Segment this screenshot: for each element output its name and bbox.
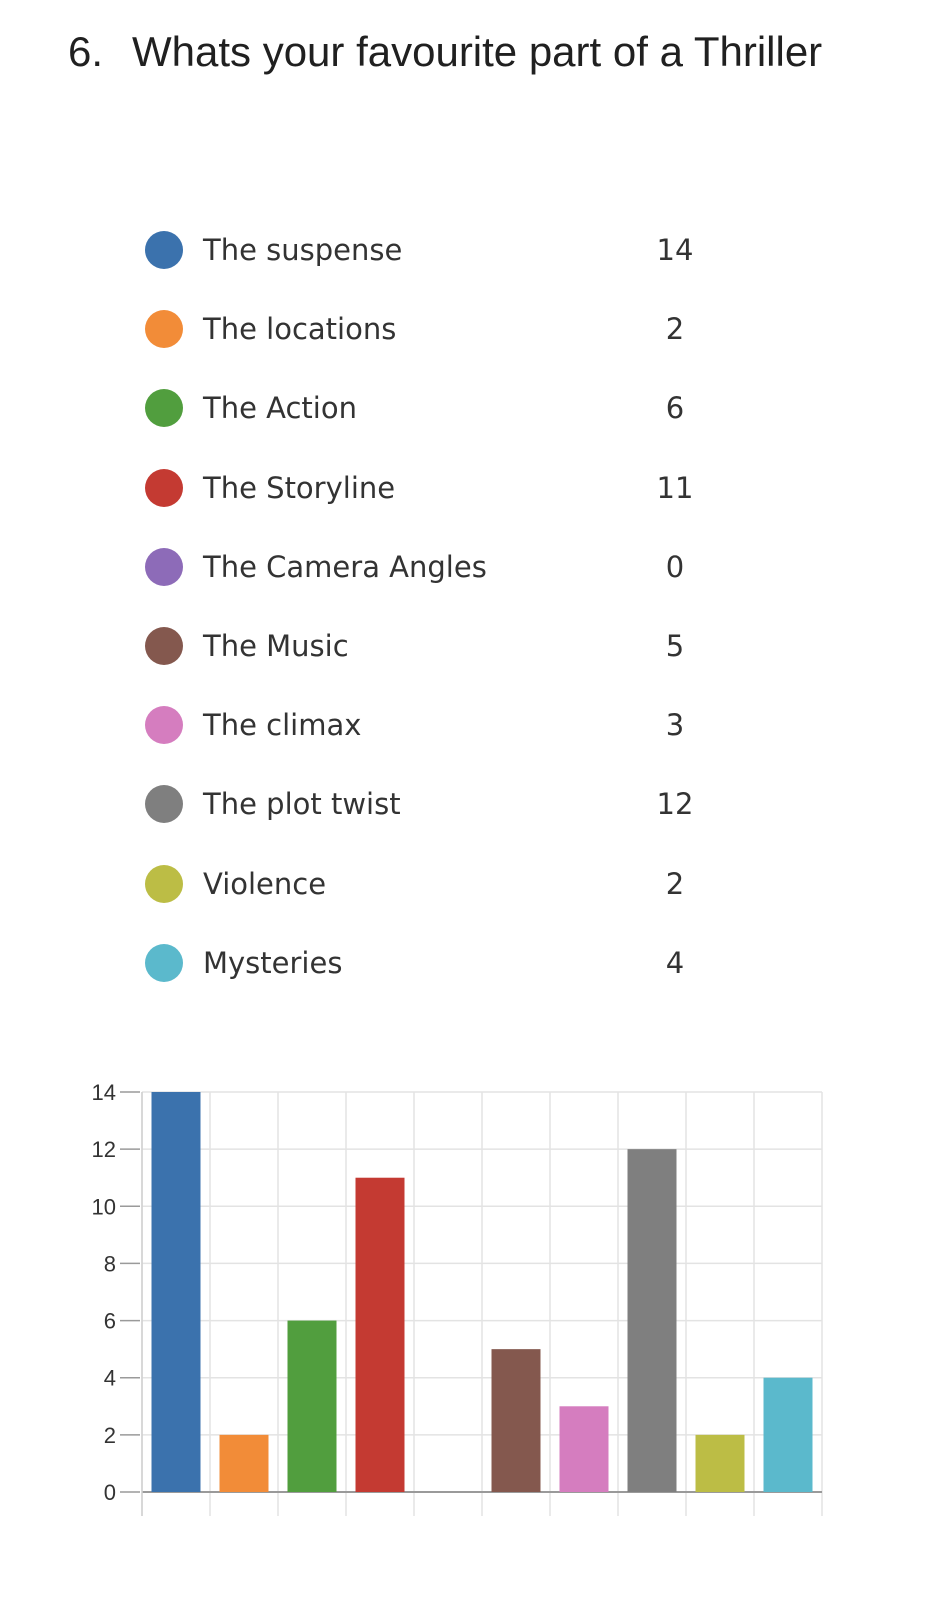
legend-count: 2 <box>665 866 685 901</box>
legend-swatch <box>145 310 183 349</box>
legend-swatch <box>145 389 183 428</box>
legend-item: Violence 2 <box>145 846 745 925</box>
y-tick-label: 10 <box>92 1194 116 1219</box>
bar <box>627 1149 677 1492</box>
legend-item: The plot twist 12 <box>145 766 745 845</box>
legend-count: 11 <box>656 470 694 505</box>
legend-swatch <box>145 785 183 824</box>
legend-item: The locations 2 <box>145 291 745 370</box>
legend-count: 5 <box>665 628 685 663</box>
legend-count: 0 <box>665 549 685 584</box>
legend-item: The Action 6 <box>145 370 745 449</box>
legend-label: The Action <box>203 391 357 426</box>
legend-item: Mysteries 4 <box>145 925 745 1004</box>
legend-label: The climax <box>203 708 362 743</box>
legend-label: Mysteries <box>203 945 343 980</box>
legend-label: The suspense <box>203 233 403 267</box>
y-tick-label: 6 <box>104 1309 116 1334</box>
y-tick-label: 8 <box>104 1251 116 1276</box>
bar <box>559 1406 609 1492</box>
bar <box>151 1092 201 1492</box>
legend-item: The Camera Angles 0 <box>145 529 745 608</box>
legend-count: 6 <box>665 391 685 426</box>
question-title: Whats your favourite part of a Thriller <box>132 28 823 75</box>
bar <box>763 1377 813 1492</box>
y-tick-label: 0 <box>104 1480 116 1505</box>
bar <box>219 1434 269 1492</box>
legend-label: The locations <box>203 312 397 347</box>
legend-label: The Music <box>203 628 349 663</box>
legend-swatch <box>145 468 183 507</box>
legend-swatch <box>145 626 183 665</box>
legend-label: The plot twist <box>203 787 401 822</box>
bar <box>355 1177 405 1492</box>
legend-count: 14 <box>656 233 694 267</box>
legend-label: The Camera Angles <box>203 549 487 584</box>
y-tick-label: 2 <box>104 1423 116 1448</box>
legend-item: The climax 3 <box>145 687 745 766</box>
legend-count: 2 <box>665 312 685 347</box>
legend-label: Violence <box>203 866 327 901</box>
legend-count: 12 <box>656 787 694 822</box>
legend-item: The Music 5 <box>145 608 745 687</box>
bar <box>491 1349 541 1492</box>
legend-swatch <box>145 231 183 269</box>
legend-count: 3 <box>665 708 685 743</box>
legend-label: The Storyline <box>203 470 396 505</box>
legend-swatch <box>145 547 183 586</box>
bar <box>287 1320 337 1492</box>
y-tick-label: 14 <box>92 1080 116 1105</box>
chart-legend: The suspense 14 The locations 2 The Acti… <box>145 212 745 1004</box>
legend-swatch <box>145 864 183 903</box>
y-tick-label: 4 <box>104 1366 116 1391</box>
legend-swatch <box>145 706 183 745</box>
legend-item: The Storyline 11 <box>145 450 745 529</box>
bar-chart: 0 2 4 6 8 10 12 14 <box>92 1080 823 1516</box>
legend-swatch <box>145 943 183 982</box>
legend-item: The suspense 14 <box>145 212 745 291</box>
legend-count: 4 <box>665 945 685 980</box>
bar <box>695 1434 745 1492</box>
y-tick-label: 12 <box>92 1137 116 1162</box>
question-number: 6. <box>68 28 104 75</box>
